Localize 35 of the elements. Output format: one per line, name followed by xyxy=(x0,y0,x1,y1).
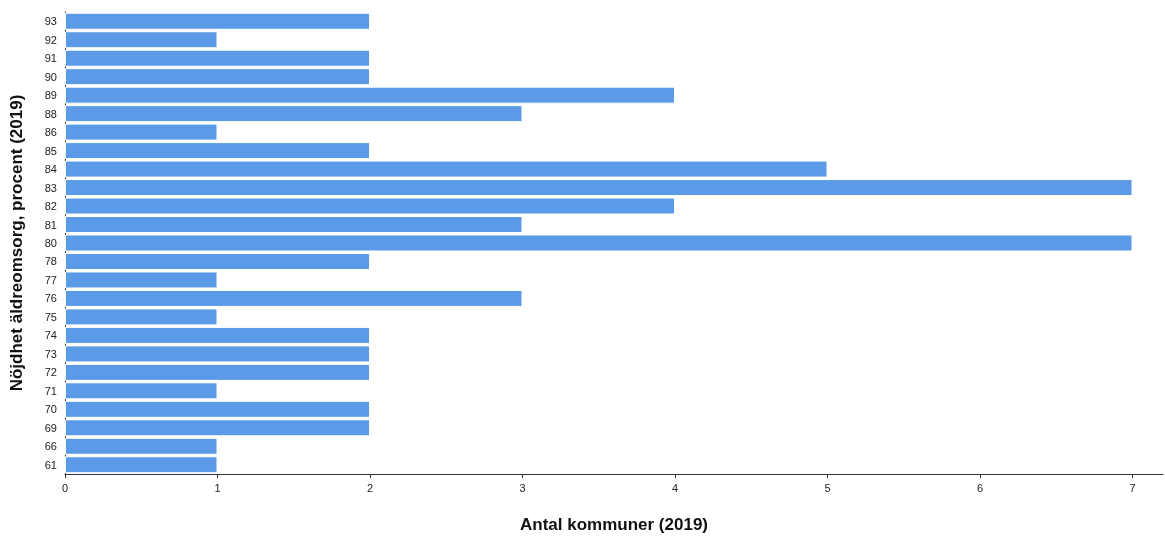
y-tick-label: 75 xyxy=(44,310,57,323)
y-tick-label: 70 xyxy=(44,403,57,416)
y-tick-label: 91 xyxy=(44,52,57,65)
y-tick-label: 76 xyxy=(44,292,57,305)
y-tick-label: 89 xyxy=(44,89,57,102)
y-tick-label: 77 xyxy=(44,273,57,286)
x-axis-title: Antal kommuner (2019) xyxy=(520,515,708,534)
y-tick-label: 82 xyxy=(44,200,57,213)
y-axis-title: Nöjdhet äldreomsorg, procent (2019) xyxy=(7,94,26,392)
y-tick-label: 86 xyxy=(44,126,57,139)
x-tick-label: 3 xyxy=(519,481,526,494)
y-tick-label: 93 xyxy=(44,15,57,28)
y-tick-label: 84 xyxy=(44,163,57,176)
x-tick-label: 1 xyxy=(214,481,221,494)
y-tick-label: 85 xyxy=(44,144,57,157)
x-tick-label: 6 xyxy=(976,481,984,494)
y-tick-label: 69 xyxy=(44,421,57,434)
y-tick-label: 71 xyxy=(44,384,57,397)
y-tick-label: 90 xyxy=(44,70,57,83)
y-tick-label: 74 xyxy=(44,329,57,342)
x-tick-label: 7 xyxy=(1129,481,1136,494)
x-tick-label: 5 xyxy=(824,481,831,494)
y-tick-label: 92 xyxy=(44,33,57,46)
y-tick-label: 80 xyxy=(44,237,57,249)
y-tick-label: 72 xyxy=(44,366,57,379)
y-tick-label: 83 xyxy=(44,181,57,194)
y-tick-label: 78 xyxy=(44,255,57,268)
y-tick-label: 81 xyxy=(44,218,57,231)
x-tick-label: 2 xyxy=(366,481,374,494)
y-tick-label: 88 xyxy=(44,107,57,120)
y-tick-label: 73 xyxy=(44,347,57,360)
y-tick-label: 66 xyxy=(44,440,57,453)
y-tick-label: 61 xyxy=(44,458,57,471)
x-tick-label: 4 xyxy=(671,481,679,494)
x-tick-label: 0 xyxy=(61,481,69,494)
